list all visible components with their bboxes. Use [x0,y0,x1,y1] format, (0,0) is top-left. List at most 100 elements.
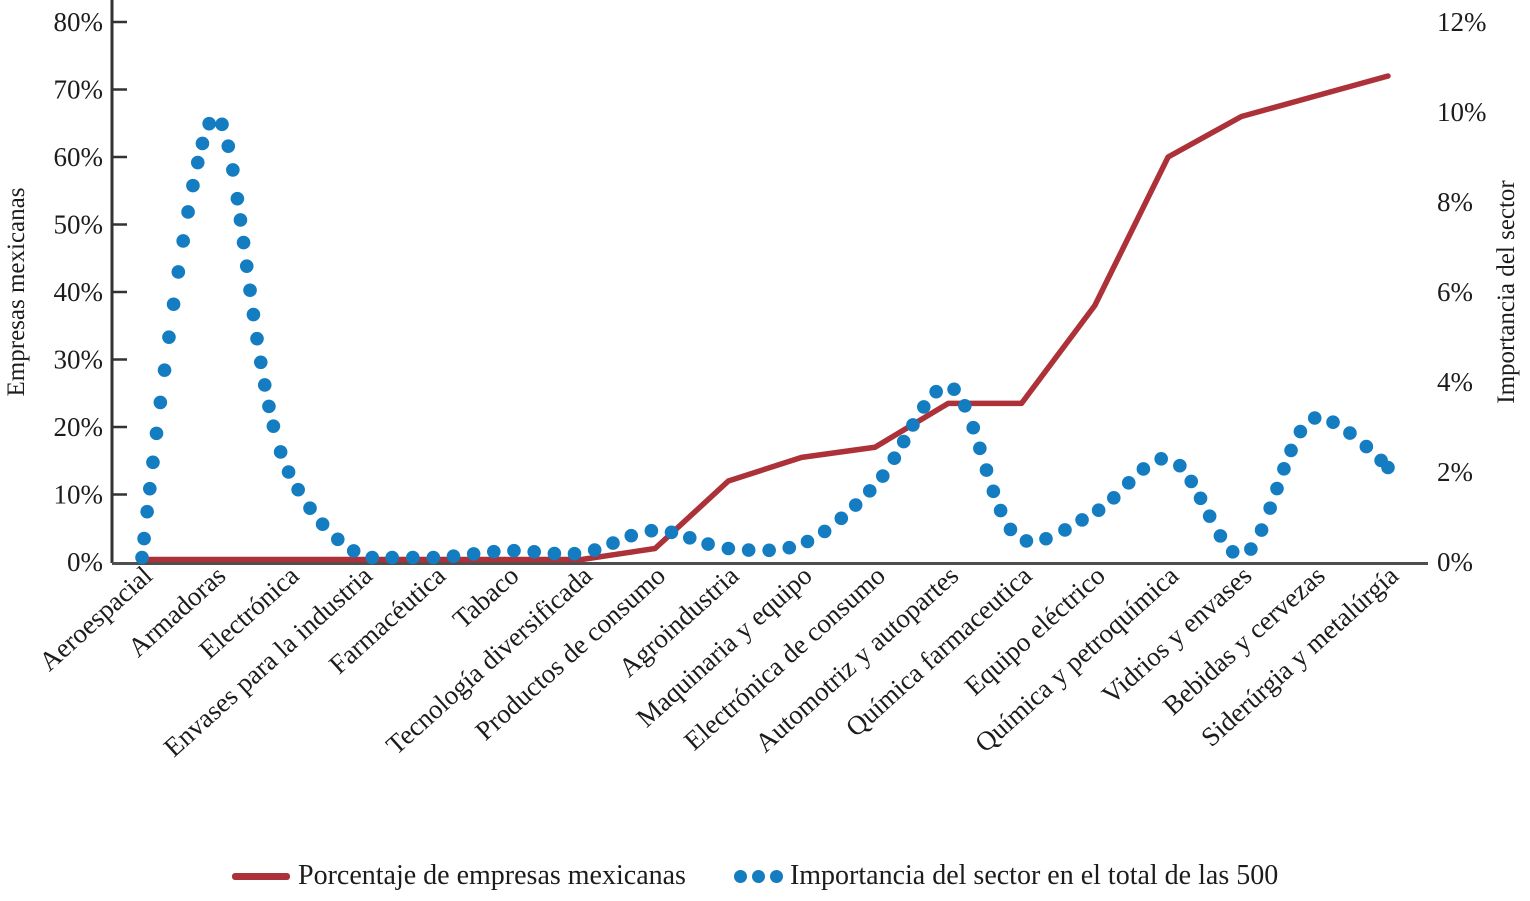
series-dot-importancia-sector [624,528,639,543]
series-dot-importancia-sector [1213,529,1228,543]
series-dot-importancia-sector [233,213,248,227]
series-dot-importancia-sector [162,330,176,344]
series-dot-importancia-sector [527,545,541,559]
series-dot-importancia-sector [1202,509,1217,523]
series-dot-importancia-sector [721,541,736,556]
series-dot-importancia-sector [446,549,461,564]
series-dot-importancia-sector [906,418,920,432]
left-tick-label: 40% [54,277,104,307]
legend-item-importancia-sector: Importancia del sector en el total de la… [733,860,1278,892]
right-tick-label: 2% [1437,457,1473,487]
series-dot-importancia-sector [1003,522,1018,537]
right-tick-label: 0% [1437,547,1473,577]
series-dot-importancia-sector [273,445,288,459]
series-dot-importancia-sector [817,524,832,539]
legend-item-empresas-mexicanas: Porcentaje de empresas mexicanas [232,860,686,892]
series-dot-importancia-sector [1106,491,1121,505]
series-dot-importancia-sector [176,234,190,248]
series-dot-importancia-sector [848,498,863,512]
series-dot-importancia-sector [929,384,943,399]
series-dot-importancia-sector [606,536,620,550]
series-dot-importancia-sector [1326,415,1340,429]
series-dot-importancia-sector [221,139,236,153]
series-dot-importancia-sector [762,543,776,558]
series-dot-importancia-sector [896,434,911,449]
series-dot-importancia-sector [385,550,399,565]
series-dot-importancia-sector [202,116,216,131]
series-dot-importancia-sector [1381,460,1395,475]
series-dot-importancia-sector [986,484,1001,499]
series-dot-importancia-sector [1058,523,1072,537]
series-dot-importancia-sector [1277,462,1291,476]
series-dot-importancia-sector [1270,481,1284,496]
series-dot-importancia-sector [181,205,195,219]
series-dot-importancia-sector [547,546,562,561]
series-dot-importancia-sector [171,265,186,279]
series-dot-importancia-sector [1091,503,1106,518]
series-dot-importancia-sector [741,543,756,557]
series-dot-importancia-sector [146,455,160,470]
series-dot-importancia-sector [236,235,251,250]
left-tick-label: 70% [54,75,104,105]
series-dot-importancia-sector [887,451,902,466]
series-dot-importancia-sector [1293,424,1308,439]
legend-line-swatch [232,872,290,880]
series-dot-importancia-sector [958,398,972,413]
series-dot-importancia-sector [1263,501,1277,515]
series-dot-importancia-sector [701,537,715,551]
series-dot-importancia-sector [149,426,164,441]
left-axis-title: Empresas mexicanas [3,188,30,397]
right-tick-label: 4% [1437,367,1473,397]
series-dot-importancia-sector [1359,439,1374,454]
series-dot-importancia-sector [330,532,345,547]
left-tick-label: 10% [54,480,104,510]
series-dot-importancia-sector [257,378,272,392]
series-dot-importancia-sector [800,534,815,549]
series-dot-importancia-sector [507,543,521,558]
series-dot-importancia-sector [1019,534,1034,548]
series-dot-importancia-sector [973,441,987,456]
legend-dots-swatch [733,869,783,883]
series-dot-importancia-sector [246,307,261,322]
series-dot-importancia-sector [862,484,877,498]
series-dot-importancia-sector [1244,542,1258,556]
series-dot-importancia-sector [1343,426,1357,440]
series-dot-importancia-sector [243,283,257,298]
series-dot-importancia-sector [291,482,305,497]
series-dot-importancia-sector [365,550,380,565]
right-axis-title: Importancia del sector [1493,180,1520,404]
series-dot-importancia-sector [239,259,254,273]
series-dot-importancia-sector [1254,523,1269,537]
series-dot-importancia-sector [253,355,268,370]
series-dot-importancia-sector [153,395,168,410]
series-dot-importancia-sector [157,363,172,377]
series-dot-importancia-sector [466,547,481,561]
series-dot-importancia-sector [406,550,420,565]
series-dot-importancia-sector [682,530,697,545]
series-dot-importancia-sector [1193,491,1208,506]
series-dot-importancia-sector [1284,443,1298,458]
series-dot-importancia-sector [230,191,245,206]
left-tick-label: 60% [54,142,104,172]
series-dot-importancia-sector [262,399,276,414]
series-dot-importancia-sector [303,501,317,515]
chart-canvas: 80% 70% 60% 50% 40% 30% 20% 10% 0% 12% 10% 8% 6% 4% 2%… [3,0,1520,763]
series-dot-importancia-sector [135,550,149,565]
series-dot-importancia-sector [916,400,931,414]
series-dot-importancia-sector [143,481,157,496]
series-dot-importancia-sector [947,382,961,397]
series-dot-importancia-sector [250,331,264,346]
left-tick-label: 80% [54,7,104,37]
series-dot-importancia-sector [215,117,229,132]
series-dot-importancia-sector [875,469,890,483]
series-dot-importancia-sector [1039,531,1053,546]
series-dot-importancia-sector [834,511,849,526]
series-dot-importancia-sector [1184,474,1199,489]
series-dot-importancia-sector [190,155,205,170]
series-dot-importancia-sector [664,525,679,540]
series-dot-importancia-sector [137,531,151,546]
series-dot-importancia-sector [1154,452,1168,466]
series-dot-importancia-sector [166,297,181,312]
series-dot-importancia-sector [1075,513,1089,527]
series-dot-importancia-sector [644,523,659,538]
